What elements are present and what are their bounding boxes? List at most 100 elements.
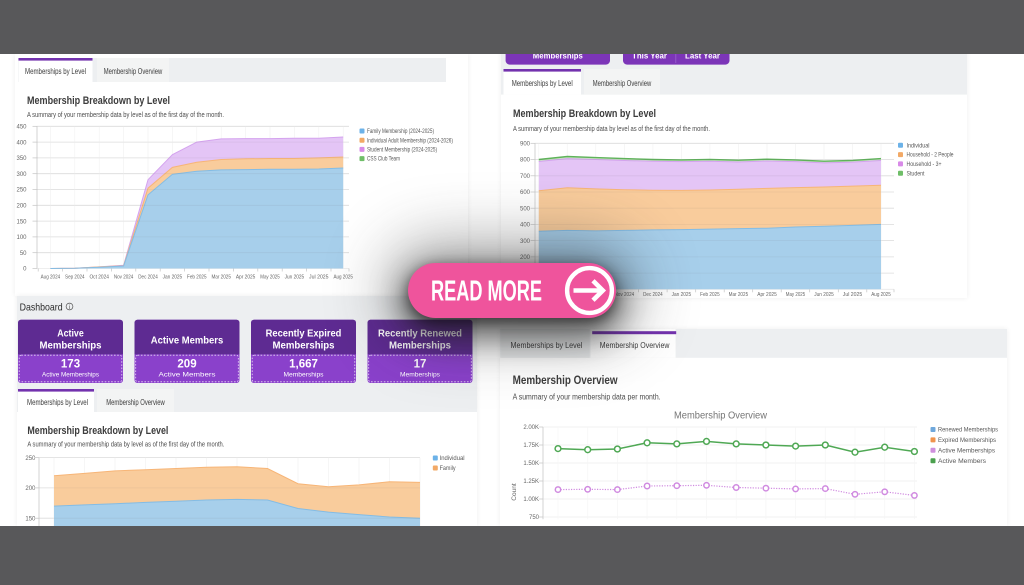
svg-text:400: 400 bbox=[520, 223, 531, 229]
svg-text:Active Members: Active Members bbox=[159, 372, 217, 379]
svg-text:Memberships: Memberships bbox=[40, 341, 102, 352]
svg-text:150: 150 bbox=[16, 219, 27, 225]
svg-text:Individual Adult Membership (2: Individual Adult Membership (2024-2026) bbox=[367, 137, 453, 144]
svg-text:1.75K: 1.75K bbox=[523, 443, 539, 449]
svg-text:Memberships by Level: Memberships by Level bbox=[512, 79, 573, 88]
svg-text:1.00K: 1.00K bbox=[523, 497, 539, 503]
svg-text:Memberships: Memberships bbox=[400, 372, 441, 379]
svg-text:Mar 2025: Mar 2025 bbox=[211, 275, 231, 281]
svg-text:Membership Overview: Membership Overview bbox=[106, 398, 165, 407]
svg-text:Active Memberships: Active Memberships bbox=[42, 372, 100, 379]
svg-text:May 2025: May 2025 bbox=[786, 292, 806, 298]
svg-text:450: 450 bbox=[16, 125, 27, 131]
svg-text:Jan 2025: Jan 2025 bbox=[163, 275, 183, 281]
svg-text:50: 50 bbox=[20, 251, 27, 257]
svg-text:Memberships: Memberships bbox=[533, 51, 584, 60]
svg-text:READ MORE: READ MORE bbox=[431, 275, 542, 307]
svg-text:Nov 2024: Nov 2024 bbox=[615, 292, 635, 298]
svg-text:17: 17 bbox=[414, 359, 427, 371]
svg-text:Active Members: Active Members bbox=[938, 458, 986, 465]
svg-text:Memberships: Memberships bbox=[284, 372, 325, 379]
svg-text:Student: Student bbox=[907, 170, 925, 177]
svg-text:Active: Active bbox=[57, 329, 84, 340]
svg-text:A summary of your membership d: A summary of your membership data per mo… bbox=[513, 393, 661, 402]
svg-text:A summary of your membership d: A summary of your membership data by lev… bbox=[27, 440, 224, 449]
svg-text:Memberships by Level: Memberships by Level bbox=[511, 340, 583, 350]
svg-text:Count: Count bbox=[511, 483, 518, 501]
svg-text:Household - 3+: Household - 3+ bbox=[907, 161, 942, 168]
svg-text:1.25K: 1.25K bbox=[523, 479, 539, 485]
svg-text:Active Memberships: Active Memberships bbox=[938, 447, 995, 454]
svg-text:Membership Overview: Membership Overview bbox=[104, 67, 163, 76]
svg-text:Membership Breakdown by Level: Membership Breakdown by Level bbox=[27, 425, 168, 437]
svg-text:Dec 2024: Dec 2024 bbox=[138, 275, 158, 281]
svg-text:500: 500 bbox=[520, 206, 531, 212]
svg-text:Last Year: Last Year bbox=[685, 51, 720, 60]
svg-text:Family: Family bbox=[440, 465, 457, 472]
svg-text:Feb 2025: Feb 2025 bbox=[700, 292, 720, 298]
svg-text:Memberships by Level: Memberships by Level bbox=[25, 67, 86, 76]
svg-text:Individual: Individual bbox=[440, 455, 465, 462]
svg-text:Jul 2025: Jul 2025 bbox=[309, 275, 329, 281]
svg-text:300: 300 bbox=[16, 172, 27, 178]
svg-text:Renewed Memberships: Renewed Memberships bbox=[938, 427, 998, 434]
svg-text:CSS Club Team: CSS Club Team bbox=[367, 156, 400, 163]
svg-text:Feb 2025: Feb 2025 bbox=[187, 275, 207, 281]
svg-text:Jan 2025: Jan 2025 bbox=[672, 292, 692, 298]
svg-text:150: 150 bbox=[25, 516, 36, 522]
svg-text:300: 300 bbox=[520, 239, 531, 245]
svg-text:900: 900 bbox=[520, 142, 531, 148]
svg-text:700: 700 bbox=[520, 174, 531, 180]
svg-text:209: 209 bbox=[177, 359, 196, 371]
svg-text:Dashboard: Dashboard bbox=[20, 302, 63, 314]
svg-text:Jul 2025: Jul 2025 bbox=[843, 292, 863, 298]
svg-text:600: 600 bbox=[520, 190, 531, 196]
svg-text:Jun 2025: Jun 2025 bbox=[285, 275, 305, 281]
svg-text:Sep 2024: Sep 2024 bbox=[65, 275, 85, 281]
svg-text:Dec 2024: Dec 2024 bbox=[643, 292, 663, 298]
svg-text:Nov 2024: Nov 2024 bbox=[114, 275, 134, 281]
svg-text:1.50K: 1.50K bbox=[523, 461, 539, 467]
svg-text:200: 200 bbox=[520, 255, 531, 261]
svg-text:800: 800 bbox=[520, 158, 531, 164]
svg-text:Expired Memberships: Expired Memberships bbox=[938, 437, 996, 444]
svg-text:Family Membership (2024-2025): Family Membership (2024-2025) bbox=[367, 128, 434, 135]
svg-text:Active Members: Active Members bbox=[151, 336, 224, 347]
svg-text:i: i bbox=[69, 305, 70, 311]
svg-text:Aug 2025: Aug 2025 bbox=[871, 292, 891, 298]
svg-text:173: 173 bbox=[61, 359, 80, 371]
svg-text:Memberships: Memberships bbox=[273, 341, 335, 352]
svg-text:Recently Renewed: Recently Renewed bbox=[378, 329, 462, 340]
svg-text:750: 750 bbox=[529, 515, 540, 521]
svg-text:Aug 2024: Aug 2024 bbox=[41, 275, 61, 281]
svg-text:May 2025: May 2025 bbox=[260, 275, 280, 281]
svg-text:Household - 2 People: Household - 2 People bbox=[907, 152, 954, 159]
svg-text:250: 250 bbox=[16, 188, 27, 194]
svg-text:Membership Overview: Membership Overview bbox=[513, 375, 618, 387]
svg-text:Student Membership (2024-2025): Student Membership (2024-2025) bbox=[367, 147, 437, 154]
svg-text:250: 250 bbox=[25, 456, 36, 462]
svg-text:200: 200 bbox=[25, 486, 36, 492]
svg-text:200: 200 bbox=[16, 204, 27, 210]
svg-text:100: 100 bbox=[16, 235, 27, 241]
svg-text:1,667: 1,667 bbox=[289, 359, 318, 371]
svg-text:Memberships by Level: Memberships by Level bbox=[27, 398, 88, 407]
svg-text:400: 400 bbox=[16, 140, 27, 146]
svg-text:350: 350 bbox=[16, 156, 27, 162]
svg-text:Aug 2025: Aug 2025 bbox=[333, 275, 353, 281]
svg-text:A summary of your membership d: A summary of your membership data by lev… bbox=[513, 124, 710, 133]
svg-text:Recently Expired: Recently Expired bbox=[266, 329, 342, 340]
svg-text:This Year: This Year bbox=[632, 51, 667, 60]
svg-text:Membership Overview: Membership Overview bbox=[674, 411, 768, 422]
svg-text:Apr 2025: Apr 2025 bbox=[236, 275, 256, 281]
svg-text:0: 0 bbox=[23, 267, 27, 273]
svg-text:Apr 2025: Apr 2025 bbox=[757, 292, 777, 298]
svg-text:Oct 2024: Oct 2024 bbox=[89, 275, 109, 281]
svg-text:Individual: Individual bbox=[907, 142, 930, 149]
svg-text:A summary of your membership d: A summary of your membership data by lev… bbox=[27, 110, 224, 119]
svg-text:Membership Overview: Membership Overview bbox=[600, 340, 670, 350]
svg-text:Membership Breakdown by Level: Membership Breakdown by Level bbox=[513, 108, 656, 120]
svg-text:Mar 2025: Mar 2025 bbox=[729, 292, 749, 298]
svg-text:Membership Overview: Membership Overview bbox=[593, 79, 652, 88]
svg-text:Jun 2025: Jun 2025 bbox=[814, 292, 834, 298]
